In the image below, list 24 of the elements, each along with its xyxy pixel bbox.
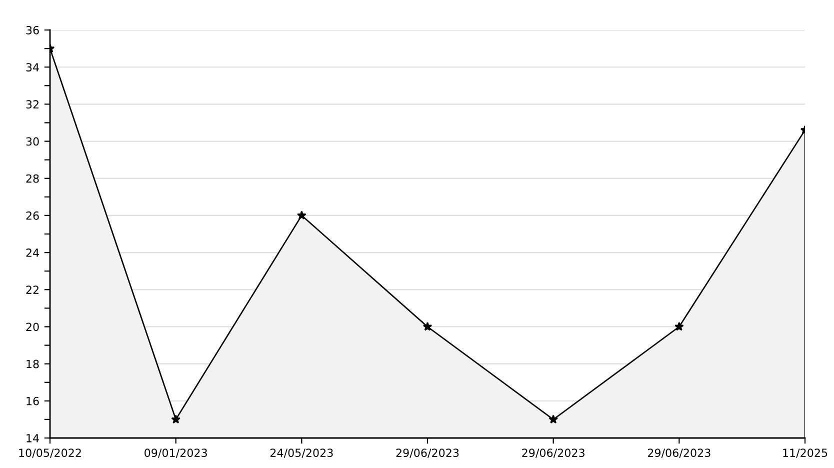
x-tick-label: 29/06/2023 [522, 448, 584, 458]
point [548, 414, 558, 424]
y-tick-label: 28 [26, 174, 39, 183]
point [171, 414, 180, 424]
x-tick-label: 29/06/2023 [396, 448, 459, 458]
point [297, 210, 306, 220]
y-tick-label: 26 [26, 211, 39, 220]
y-tick-label: 24 [26, 248, 39, 257]
y-tick-label: 20 [26, 322, 39, 332]
y-tick-label: 18 [26, 360, 39, 368]
y-tick-label: 34 [26, 63, 39, 72]
x-tick-label: 11/2025 [783, 448, 828, 458]
y-tick-label: 22 [26, 286, 38, 294]
y-tick-label: 32 [26, 100, 38, 109]
y-tick-label: 36 [26, 26, 39, 34]
x-tick-label: 10/05/2022 [19, 448, 81, 458]
y-tick-label: 16 [26, 396, 39, 406]
x-tick-label: 24/05/2023 [270, 448, 333, 458]
y-tick-label: 14 [26, 434, 39, 442]
point [674, 322, 684, 331]
x-tick-label: 09/01/2023 [144, 448, 207, 458]
y-tick-label: 30 [26, 137, 39, 146]
point [422, 322, 432, 331]
x-tick-label: 29/06/2023 [648, 448, 710, 458]
